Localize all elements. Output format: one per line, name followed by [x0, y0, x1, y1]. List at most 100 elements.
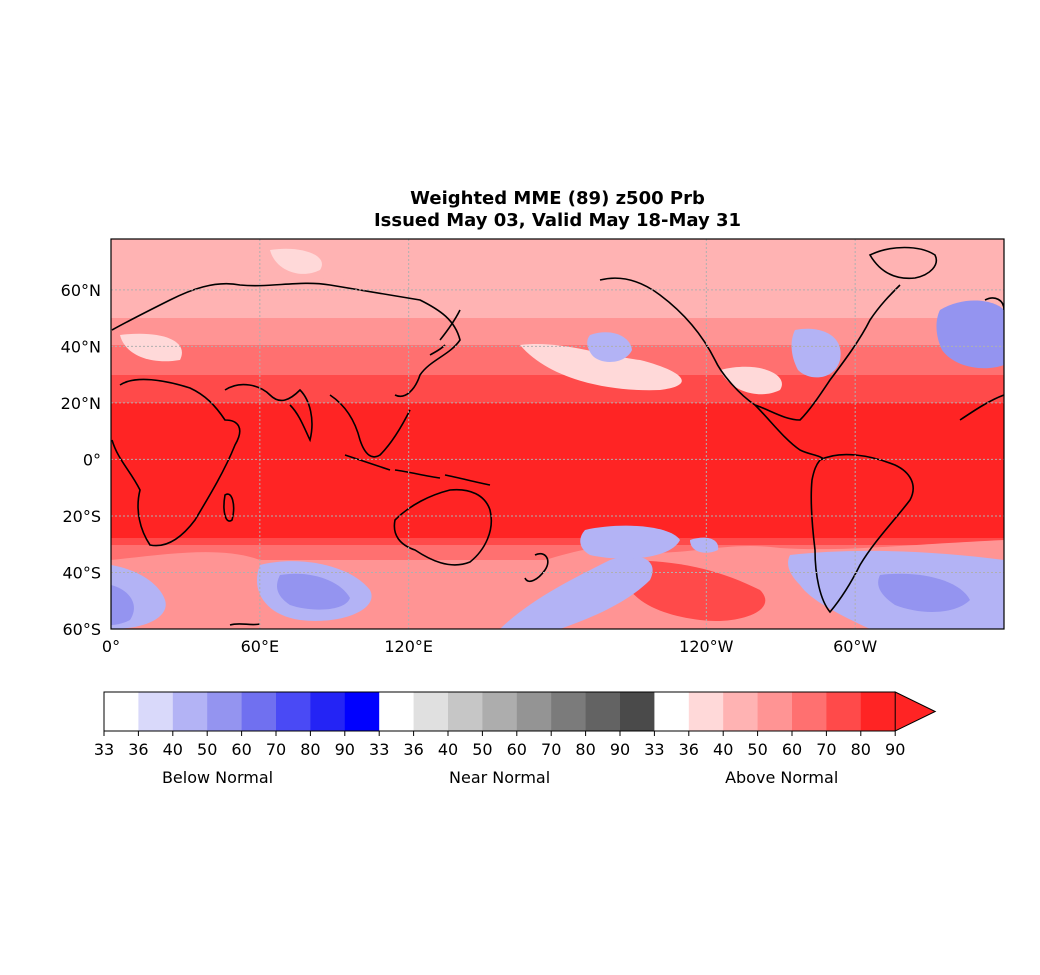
- coast-antarctica-edge: [229, 623, 261, 626]
- lon-tick-label: 60°W: [833, 637, 877, 656]
- colorbar-swatch: [482, 692, 518, 731]
- colorbar-tick-label: 90: [335, 740, 355, 759]
- colorbar-tick-label: 33: [644, 740, 664, 759]
- coast-madagascar: [223, 493, 235, 522]
- field-blue-south-pacific: [580, 525, 680, 559]
- field-blue-na: [791, 328, 841, 378]
- lon-tick-label: 120°E: [384, 637, 433, 656]
- colorbar-group-label: Below Normal: [162, 768, 273, 787]
- coast-se-asia: [329, 394, 411, 458]
- colorbar-swatch: [551, 692, 587, 731]
- colorbar-tick-label: 50: [197, 740, 217, 759]
- colorbar-tick-label: 40: [163, 740, 183, 759]
- colorbar-swatch: [654, 692, 690, 731]
- lon-tick-label: 120°W: [679, 637, 734, 656]
- colorbar-tick-label: 33: [94, 740, 114, 759]
- colorbar-swatch: [207, 692, 243, 731]
- field-blue-nz: [500, 556, 653, 629]
- lat-tick-labels: 60°N 40°N 20°N 0° 20°S 40°S 60°S: [61, 281, 101, 639]
- colorbar-group-label: Near Normal: [449, 768, 550, 787]
- colorbar-swatch: [276, 692, 311, 731]
- colorbar: 33 36 40 50 60 70 80 90 33 36 40 50 60 70 80 90 33 36 40 50…: [94, 691, 937, 787]
- lat-tick-label: 20°S: [62, 507, 101, 526]
- colorbar-swatch: [379, 692, 415, 731]
- colorbar-swatch: [792, 692, 827, 731]
- field-north-pink: [111, 239, 1004, 295]
- colorbar-swatch: [688, 692, 724, 731]
- colorbar-extend-arrow: [894, 691, 937, 732]
- field-patch-pacific-north: [520, 343, 682, 391]
- coast-australia: [393, 488, 492, 566]
- coast-indonesia: [344, 454, 491, 486]
- coast-arabia-india: [224, 383, 313, 443]
- field-patch-na: [720, 366, 782, 395]
- colorbar-tick-label: 40: [713, 740, 733, 759]
- field-blue-sw-core: [111, 585, 134, 625]
- colorbar-swatch: [516, 692, 552, 731]
- field-patch-europe: [120, 333, 182, 362]
- colorbar-frame: [103, 691, 896, 732]
- colorbar-swatch: [344, 692, 380, 731]
- coast-central-america: [754, 404, 826, 461]
- colorbar-tick-label: 50: [747, 740, 767, 759]
- colorbar-tick-label: 90: [885, 740, 905, 759]
- colorbar-swatch: [860, 692, 896, 731]
- coast-south-america: [810, 453, 914, 614]
- colorbar-swatch: [585, 692, 621, 731]
- colorbar-swatch: [138, 692, 174, 731]
- colorbar-group-label: Above Normal: [725, 768, 838, 787]
- field-patch-south-pacific: [620, 560, 766, 621]
- lon-tick-label: 60°E: [241, 637, 279, 656]
- colorbar-swatch: [310, 692, 346, 731]
- colorbar-tick-label: 90: [610, 740, 630, 759]
- colorbar-tick-label: 60: [507, 740, 527, 759]
- lat-tick-label: 40°N: [61, 337, 101, 356]
- colorbar-tick-label: 80: [851, 740, 871, 759]
- colorbar-tick-label: 60: [231, 740, 251, 759]
- field-blue-small: [690, 537, 719, 553]
- coastlines: [111, 246, 1004, 626]
- colorbar-swatch: [723, 692, 759, 731]
- colorbar-tick-label: 80: [300, 740, 320, 759]
- colorbar-tick-label: 36: [403, 740, 423, 759]
- field-blue-indian-core: [277, 573, 350, 610]
- field-blue-pacific-north: [587, 332, 632, 362]
- lat-tick-label: 0°: [83, 450, 101, 469]
- field-blue-south-atlantic-core: [878, 573, 970, 612]
- colorbar-tick-label: 36: [128, 740, 148, 759]
- field-band-90: [111, 403, 1004, 538]
- field-blue-north-atlantic: [936, 300, 1004, 369]
- lon-tick-labels: 0° 60°E 120°E 120°W 60°W: [102, 637, 878, 656]
- chart-title: Weighted MME (89) z500 Prb: [410, 188, 705, 209]
- colorbar-tick-label: 36: [679, 740, 699, 759]
- coast-africa: [111, 378, 241, 547]
- colorbar-tick-label: 70: [541, 740, 561, 759]
- colorbar-tick-label: 80: [575, 740, 595, 759]
- lat-tick-label: 20°N: [61, 394, 101, 413]
- colorbar-tick-label: 33: [369, 740, 389, 759]
- colorbar-tick-label: 70: [266, 740, 286, 759]
- colorbar-swatch: [104, 692, 139, 731]
- colorbar-swatch: [172, 692, 208, 731]
- coast-new-zealand: [524, 552, 549, 582]
- colorbar-swatch: [757, 692, 793, 731]
- map-frame: [110, 238, 1005, 630]
- coast-greenland: [868, 246, 937, 280]
- colorbar-tick-label: 60: [782, 740, 802, 759]
- lat-tick-label: 60°S: [62, 620, 101, 639]
- colorbar-tick-label: 70: [816, 740, 836, 759]
- colorbar-swatch: [413, 692, 449, 731]
- colorbar-swatch: [241, 692, 277, 731]
- colorbar-tick-label: 50: [472, 740, 492, 759]
- chart-subtitle: Issued May 03, Valid May 18-May 31: [373, 210, 742, 231]
- lat-tick-label: 60°N: [61, 281, 101, 300]
- lon-tick-label: 0°: [102, 637, 120, 656]
- colorbar-swatch: [620, 692, 655, 731]
- gridlines: [111, 239, 1004, 629]
- colorbar-swatch: [826, 692, 862, 731]
- coast-alaska-canada: [599, 277, 901, 421]
- field-patch-north: [270, 248, 322, 274]
- lat-tick-label: 40°S: [62, 563, 101, 582]
- colorbar-swatch: [448, 692, 483, 731]
